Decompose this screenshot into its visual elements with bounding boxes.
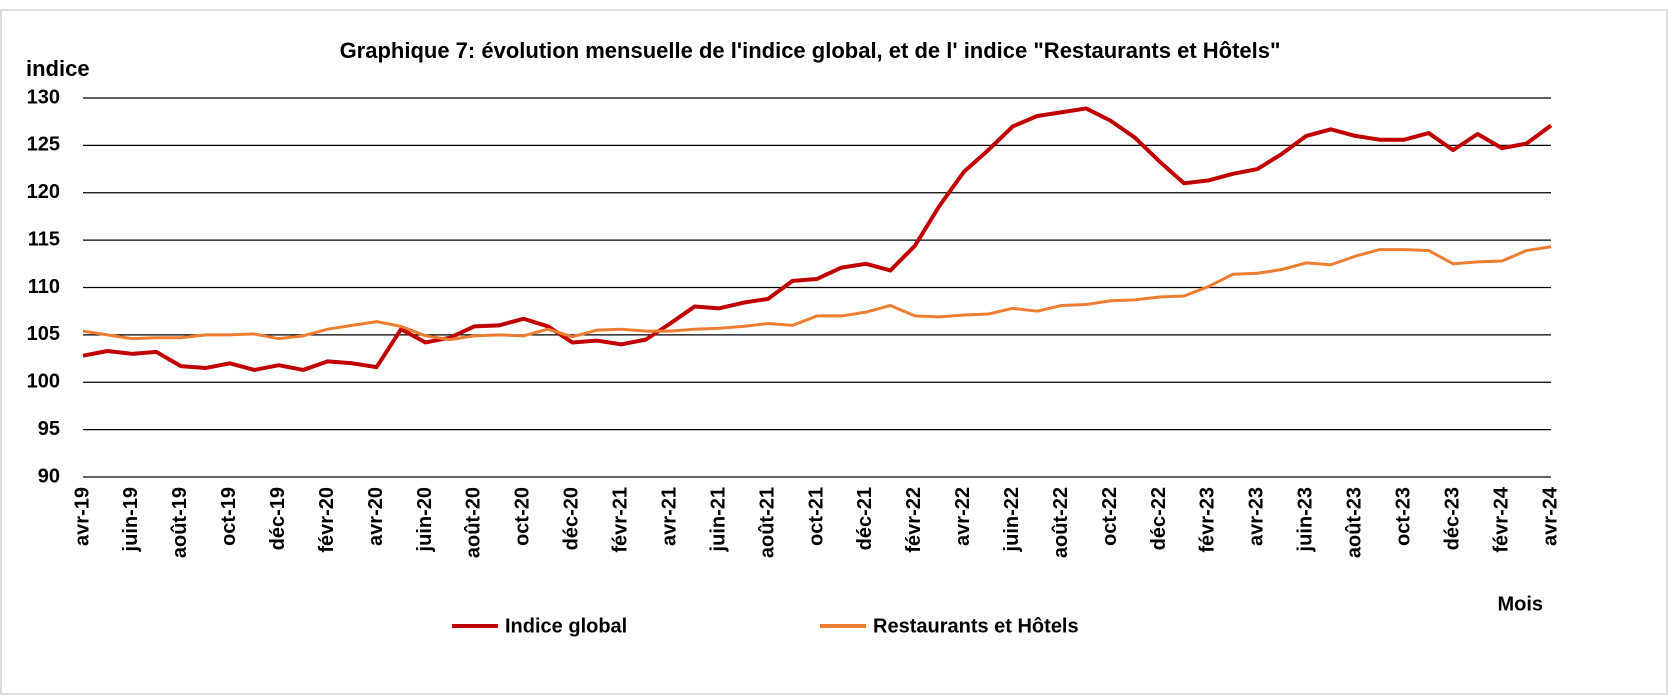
x-tick-label: août-21	[756, 487, 778, 558]
x-tick-label: avr-19	[71, 487, 93, 546]
x-tick-label: déc-19	[267, 487, 289, 550]
y-tick-label: 90	[38, 465, 60, 487]
x-tick-label: oct-19	[218, 487, 240, 546]
x-tick-label: déc-21	[854, 487, 876, 550]
legend-label: Indice global	[505, 615, 627, 637]
x-tick-label: juin-20	[414, 487, 436, 552]
y-axis-label: indice	[26, 56, 90, 81]
x-tick-label: avr-24	[1539, 486, 1561, 546]
x-tick-label: oct-22	[1099, 487, 1121, 546]
x-tick-label: févr-22	[903, 487, 925, 553]
frame	[0, 9, 1668, 695]
x-tick-label: juin-23	[1295, 487, 1317, 552]
y-tick-label: 125	[27, 134, 60, 156]
series-line	[82, 245, 1552, 342]
x-tick-label: avr-21	[658, 487, 680, 546]
x-tick-label: août-20	[463, 487, 485, 558]
y-tick-label: 110	[28, 276, 60, 298]
x-tick-label: avr-20	[365, 487, 387, 546]
x-tick-label: oct-21	[805, 487, 827, 546]
y-tick-label: 105	[27, 323, 60, 345]
x-tick-label: févr-24	[1490, 486, 1512, 552]
x-tick-label: févr-20	[316, 487, 338, 553]
x-tick-label: oct-23	[1392, 487, 1414, 546]
x-tick-label: juin-19	[120, 487, 142, 552]
y-tick-label: 95	[38, 418, 60, 440]
y-tick-label: 120	[27, 181, 60, 203]
x-tick-label: févr-23	[1197, 487, 1219, 553]
x-axis-label: Mois	[1497, 593, 1543, 615]
y-tick-label: 100	[27, 371, 60, 393]
x-tick-label: avr-22	[952, 487, 974, 546]
x-tick-label: juin-22	[1001, 487, 1023, 552]
chart-title: Graphique 7: évolution mensuelle de l'in…	[340, 38, 1281, 63]
x-tick-label: déc-23	[1441, 487, 1463, 550]
x-tick-label: févr-21	[610, 487, 632, 553]
x-tick-label: avr-23	[1246, 487, 1268, 546]
y-tick-label: 115	[28, 228, 60, 250]
legend-label: Restaurants et Hôtels	[873, 615, 1079, 637]
y-tick-label: 130	[27, 86, 60, 108]
x-tick-label: déc-22	[1148, 487, 1170, 550]
x-tick-label: août-19	[169, 487, 191, 558]
x-tick-label: déc-20	[561, 487, 583, 550]
x-tick-label: août-23	[1344, 487, 1366, 558]
x-tick-label: oct-20	[512, 487, 534, 546]
x-tick-label: août-22	[1050, 487, 1072, 558]
series-line	[82, 106, 1553, 372]
x-tick-label: juin-21	[707, 487, 729, 552]
